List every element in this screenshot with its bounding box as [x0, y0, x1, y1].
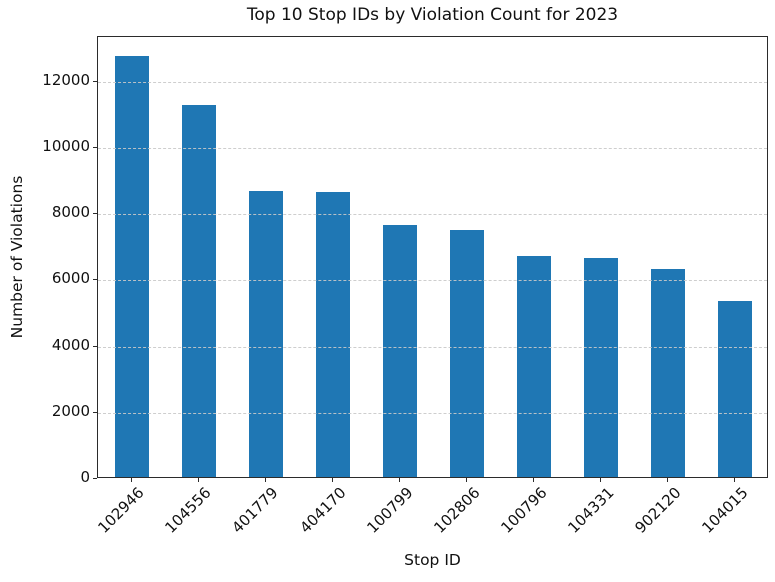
y-tick-mark	[93, 478, 97, 479]
y-tick-mark	[93, 213, 97, 215]
y-tick-label: 8000	[51, 203, 90, 222]
y-tick-mark	[93, 345, 97, 347]
bar-102946	[114, 55, 149, 477]
bar-100796	[517, 256, 552, 477]
x-tick-mark	[264, 478, 266, 482]
x-tick-label: 104331	[564, 483, 618, 537]
y-axis-label: Number of Violations	[8, 175, 26, 339]
y-tick-label: 0	[80, 468, 90, 487]
x-tick-mark	[130, 478, 132, 482]
y-tick-mark	[93, 279, 97, 281]
y-gridline	[98, 280, 767, 282]
x-tick-mark	[667, 478, 669, 482]
bar-102806	[450, 230, 485, 477]
bar-902120	[651, 269, 686, 477]
y-tick-mark	[93, 80, 97, 82]
x-tick-mark	[734, 478, 736, 482]
x-tick-label: 102806	[430, 483, 484, 537]
x-tick-label: 902120	[631, 483, 685, 537]
x-tick-mark	[533, 478, 535, 482]
x-tick-label: 104556	[161, 483, 215, 537]
y-tick-label: 4000	[51, 335, 90, 354]
y-gridline	[98, 214, 767, 216]
y-gridline	[98, 148, 767, 150]
bar-401779	[248, 190, 283, 477]
x-tick-mark	[398, 478, 400, 482]
plot-area	[97, 36, 768, 478]
y-gridline	[98, 81, 767, 83]
bar-100799	[382, 225, 417, 477]
x-tick-label: 404170	[295, 483, 350, 537]
y-tick-label: 2000	[51, 402, 90, 421]
chart-title: Top 10 Stop IDs by Violation Count for 2…	[246, 5, 619, 25]
x-tick-label: 100799	[363, 483, 417, 537]
x-axis-label: Stop ID	[404, 551, 461, 569]
y-tick-mark	[93, 411, 97, 413]
bar-104331	[584, 257, 619, 477]
y-gridline	[98, 346, 767, 348]
x-tick-mark	[600, 478, 602, 482]
x-tick-label: 401779	[228, 483, 283, 537]
y-tick-mark	[93, 147, 97, 149]
y-tick-label: 12000	[42, 71, 90, 90]
x-tick-label: 102946	[94, 483, 148, 537]
bar-104556	[181, 104, 216, 477]
x-tick-label: 100796	[497, 483, 551, 537]
x-tick-mark	[331, 478, 333, 482]
y-tick-label: 10000	[42, 137, 90, 156]
x-tick-mark	[197, 478, 199, 482]
bar-104015	[718, 300, 753, 477]
y-tick-label: 6000	[51, 269, 90, 288]
bar-404170	[315, 192, 350, 477]
y-gridline	[98, 412, 767, 414]
x-tick-mark	[466, 478, 468, 482]
x-tick-label: 104015	[698, 483, 752, 537]
